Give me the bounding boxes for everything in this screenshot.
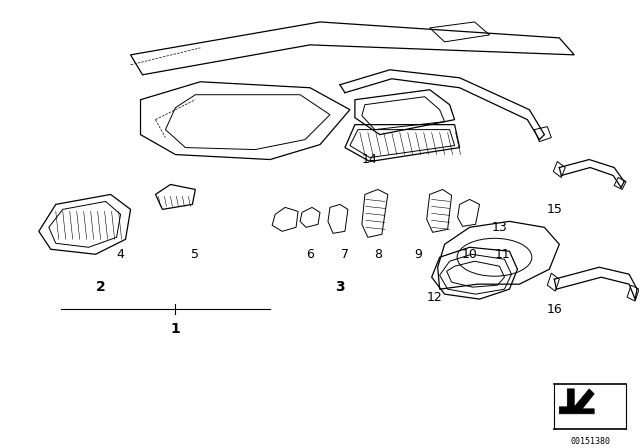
- Text: 7: 7: [341, 248, 349, 261]
- Text: 11: 11: [495, 248, 510, 261]
- Text: 13: 13: [492, 221, 508, 234]
- Text: 1: 1: [170, 322, 180, 336]
- Text: 3: 3: [335, 280, 345, 294]
- Text: 4: 4: [116, 248, 125, 261]
- Text: 8: 8: [374, 248, 382, 261]
- Text: 2: 2: [96, 280, 106, 294]
- Text: 14: 14: [362, 153, 378, 166]
- Text: 10: 10: [461, 248, 477, 261]
- Text: 12: 12: [427, 291, 442, 304]
- Text: 9: 9: [414, 248, 422, 261]
- Text: 5: 5: [191, 248, 200, 261]
- Text: 6: 6: [306, 248, 314, 261]
- Text: 16: 16: [547, 302, 562, 315]
- Polygon shape: [559, 389, 594, 414]
- Text: 00151380: 00151380: [570, 437, 610, 446]
- Text: 15: 15: [547, 203, 563, 216]
